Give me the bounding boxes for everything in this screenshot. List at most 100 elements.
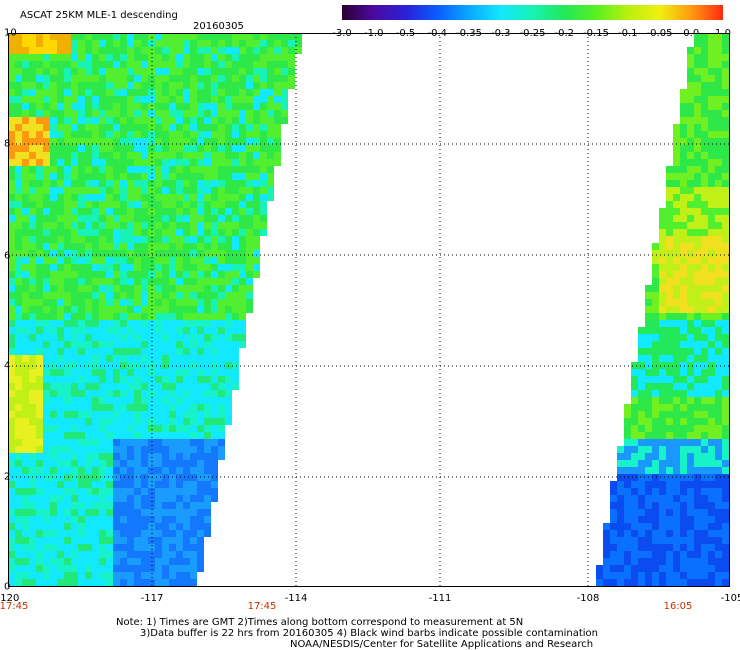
data-cell [106, 257, 113, 264]
data-cell [652, 516, 659, 523]
data-cell [141, 299, 148, 306]
data-cell [57, 54, 64, 61]
data-cell [694, 152, 701, 159]
data-cell [22, 40, 29, 47]
data-cell [260, 145, 267, 152]
data-cell [652, 432, 659, 439]
data-cell [190, 68, 197, 75]
data-cell [232, 166, 239, 173]
data-cell [162, 495, 169, 502]
data-cell [8, 390, 15, 397]
data-cell [708, 439, 715, 446]
data-cell [694, 313, 701, 320]
data-cell [715, 348, 722, 355]
data-cell [155, 187, 162, 194]
data-cell [29, 54, 36, 61]
data-cell [715, 362, 722, 369]
data-cell [638, 404, 645, 411]
data-cell [78, 313, 85, 320]
data-cell [218, 131, 225, 138]
data-cell [22, 551, 29, 558]
data-cell [106, 54, 113, 61]
data-cell [722, 355, 729, 362]
data-cell [64, 299, 71, 306]
data-cell [652, 474, 659, 481]
data-cell [22, 544, 29, 551]
data-cell [722, 103, 729, 110]
data-cell [694, 47, 701, 54]
data-cell [113, 201, 120, 208]
data-cell [134, 418, 141, 425]
data-cell [645, 369, 652, 376]
data-cell [708, 152, 715, 159]
data-cell [71, 124, 78, 131]
data-cell [71, 432, 78, 439]
data-cell [204, 495, 211, 502]
data-cell [722, 397, 729, 404]
data-cell [8, 579, 15, 586]
data-cell [141, 61, 148, 68]
data-cell [36, 404, 43, 411]
data-cell [92, 551, 99, 558]
data-cell [127, 89, 134, 96]
data-cell [141, 544, 148, 551]
data-cell [239, 138, 246, 145]
data-cell [64, 110, 71, 117]
data-cell [673, 432, 680, 439]
data-cell [36, 523, 43, 530]
data-cell [652, 446, 659, 453]
data-cell [246, 208, 253, 215]
data-cell [666, 194, 673, 201]
data-cell [141, 460, 148, 467]
data-cell [71, 369, 78, 376]
data-cell [29, 103, 36, 110]
data-cell [134, 404, 141, 411]
data-cell [680, 152, 687, 159]
data-cell [50, 292, 57, 299]
data-cell [176, 425, 183, 432]
data-cell [8, 194, 15, 201]
data-cell [92, 439, 99, 446]
data-cell [155, 327, 162, 334]
data-cell [22, 516, 29, 523]
data-cell [106, 467, 113, 474]
data-cell [57, 530, 64, 537]
data-cell [694, 481, 701, 488]
data-cell [260, 180, 267, 187]
data-cell [645, 411, 652, 418]
data-cell [36, 439, 43, 446]
data-cell [169, 509, 176, 516]
data-cell [22, 418, 29, 425]
data-cell [204, 68, 211, 75]
data-cell [92, 222, 99, 229]
data-cell [176, 40, 183, 47]
data-cell [127, 243, 134, 250]
data-cell [169, 348, 176, 355]
data-cell [680, 537, 687, 544]
data-cell [722, 320, 729, 327]
data-cell [92, 194, 99, 201]
data-cell [274, 159, 281, 166]
data-cell [99, 509, 106, 516]
data-cell [92, 278, 99, 285]
data-cell [15, 236, 22, 243]
data-cell [85, 383, 92, 390]
data-cell [638, 327, 645, 334]
data-cell [134, 523, 141, 530]
data-cell [106, 355, 113, 362]
data-cell [106, 96, 113, 103]
data-cell [162, 33, 169, 40]
data-cell [71, 502, 78, 509]
data-cell [64, 453, 71, 460]
data-cell [204, 61, 211, 68]
data-cell [190, 229, 197, 236]
data-cell [155, 488, 162, 495]
data-cell [687, 537, 694, 544]
data-cell [141, 201, 148, 208]
data-cell [288, 61, 295, 68]
data-cell [64, 68, 71, 75]
data-cell [190, 530, 197, 537]
data-cell [687, 313, 694, 320]
data-cell [22, 82, 29, 89]
data-cell [64, 313, 71, 320]
